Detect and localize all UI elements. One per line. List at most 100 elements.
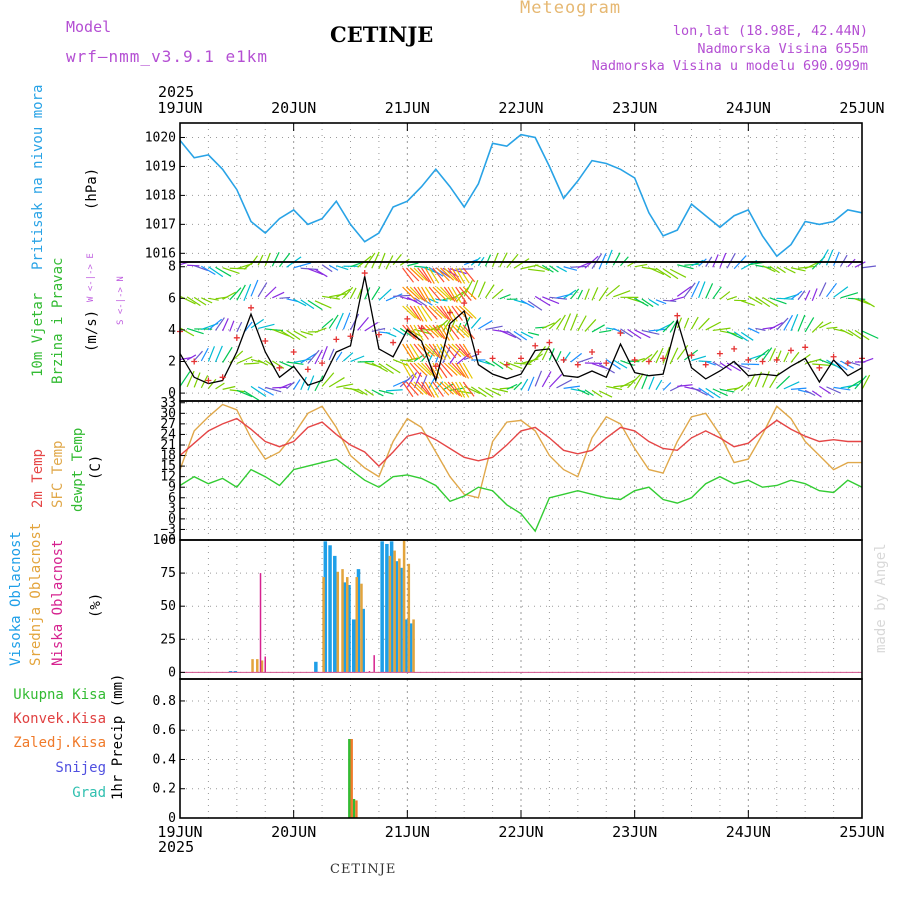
wind-arrow bbox=[402, 324, 415, 340]
gust-marker bbox=[475, 349, 482, 356]
wind-arrow bbox=[222, 267, 240, 275]
year-bottom: 2025 bbox=[158, 838, 195, 856]
x-tick-label-bottom: 22JUN bbox=[498, 823, 543, 841]
wind-arrow bbox=[392, 327, 405, 336]
wind-arrow bbox=[613, 384, 631, 388]
gust-marker bbox=[390, 339, 397, 346]
wind-arrow bbox=[428, 343, 441, 359]
y-tick-label: 3 bbox=[168, 501, 176, 516]
gust-marker bbox=[276, 364, 283, 371]
wind-arrow bbox=[413, 324, 424, 341]
cloud-bar-high bbox=[314, 661, 318, 673]
wind-arrow bbox=[342, 286, 354, 299]
legend-total-rain: Ukupna Kisa bbox=[13, 687, 106, 703]
gust-marker bbox=[603, 360, 610, 367]
wind-arrow bbox=[215, 266, 232, 277]
wind-arrow bbox=[279, 360, 295, 369]
cloud-bar-low bbox=[259, 573, 262, 673]
wind-arrow bbox=[655, 347, 664, 364]
wind-arrow bbox=[691, 386, 708, 396]
wind-arrow bbox=[455, 324, 470, 338]
wind-arrow bbox=[769, 348, 777, 362]
wind-arrow bbox=[492, 387, 509, 393]
gust-marker bbox=[589, 349, 596, 356]
cloud-bar-high bbox=[361, 608, 365, 673]
wind-arrow bbox=[385, 331, 397, 338]
wind-arrow bbox=[314, 268, 328, 278]
wind-arrow bbox=[424, 324, 439, 338]
gust-marker bbox=[205, 377, 212, 384]
wind-arrow bbox=[222, 346, 233, 363]
wind-arrow bbox=[669, 320, 678, 333]
wind-arrow bbox=[342, 312, 351, 330]
wind-arrow bbox=[499, 361, 513, 371]
gust-marker bbox=[787, 347, 794, 354]
wind-arrow bbox=[458, 267, 470, 284]
y-tick-label: 12 bbox=[160, 470, 176, 485]
wind-arrow bbox=[683, 282, 696, 298]
wind-arrow bbox=[598, 363, 615, 374]
wind-arrow bbox=[428, 305, 443, 319]
wind-arrow bbox=[421, 324, 435, 339]
wind-arrow bbox=[421, 305, 433, 322]
x-tick-label-top: 20JUN bbox=[271, 99, 316, 117]
wind-arrow bbox=[229, 287, 242, 301]
wind-arrow bbox=[447, 267, 460, 283]
wind-arrow bbox=[286, 329, 301, 341]
wind-arrow bbox=[641, 329, 660, 335]
wind-arrow bbox=[439, 324, 450, 341]
wind-arrow bbox=[265, 386, 282, 393]
wind-arrow bbox=[549, 317, 562, 330]
wind-arrow bbox=[847, 360, 861, 366]
wind-arrow bbox=[455, 343, 469, 358]
wind-arrow bbox=[733, 384, 744, 391]
wind-arrow bbox=[648, 267, 665, 275]
wind-arrow bbox=[570, 288, 580, 300]
wind-arrow bbox=[462, 324, 475, 340]
gust-marker bbox=[489, 355, 496, 362]
wind-arrow bbox=[335, 312, 344, 330]
wind-arrow bbox=[321, 264, 333, 273]
wind-arrow bbox=[470, 317, 482, 329]
wind-arrow bbox=[272, 328, 290, 337]
wind-arrow bbox=[442, 318, 452, 332]
wind-arrow bbox=[790, 290, 803, 300]
wind-arrow bbox=[421, 381, 433, 398]
wind-arrow bbox=[634, 297, 649, 307]
model-label: Model bbox=[66, 18, 112, 36]
wind-arrow bbox=[405, 343, 416, 360]
wind-arrow bbox=[458, 286, 472, 301]
wind-arrow bbox=[413, 286, 426, 302]
x-tick-label-bottom: 19JUN bbox=[157, 823, 202, 841]
wind-arrow bbox=[620, 328, 634, 338]
cloud-bar-mid bbox=[355, 577, 358, 673]
wind-arrow bbox=[613, 290, 631, 298]
wind-arrow bbox=[542, 296, 560, 305]
cloud-bar-mid bbox=[341, 569, 344, 673]
wind-arrow bbox=[229, 320, 235, 332]
wind-arrow bbox=[214, 345, 223, 363]
wind-arrow bbox=[236, 389, 253, 398]
wind-arrow bbox=[432, 267, 445, 283]
wind-arrow bbox=[364, 388, 374, 396]
panel-frame bbox=[179, 539, 863, 680]
wind-arrow bbox=[424, 305, 438, 320]
wind-arrow bbox=[342, 352, 354, 362]
gust-marker bbox=[716, 350, 723, 357]
wind-arrow bbox=[747, 373, 756, 387]
gust-marker bbox=[233, 334, 240, 341]
y-tick-label: 33 bbox=[160, 396, 176, 411]
wind-arrow bbox=[790, 387, 807, 390]
gust-marker bbox=[262, 337, 269, 344]
wind-arrow bbox=[279, 329, 295, 340]
legend-snow: Snijeg bbox=[55, 760, 106, 776]
wind-arrow bbox=[563, 385, 580, 389]
wind-arrow bbox=[417, 343, 431, 358]
wind-arrow bbox=[684, 386, 701, 392]
gust-marker bbox=[503, 361, 510, 368]
cloud-bar-high bbox=[323, 541, 328, 673]
wind-arrow bbox=[499, 329, 517, 339]
wind-arrow bbox=[599, 329, 612, 334]
wind-arrow bbox=[484, 254, 492, 267]
wind-arrow bbox=[627, 374, 641, 389]
